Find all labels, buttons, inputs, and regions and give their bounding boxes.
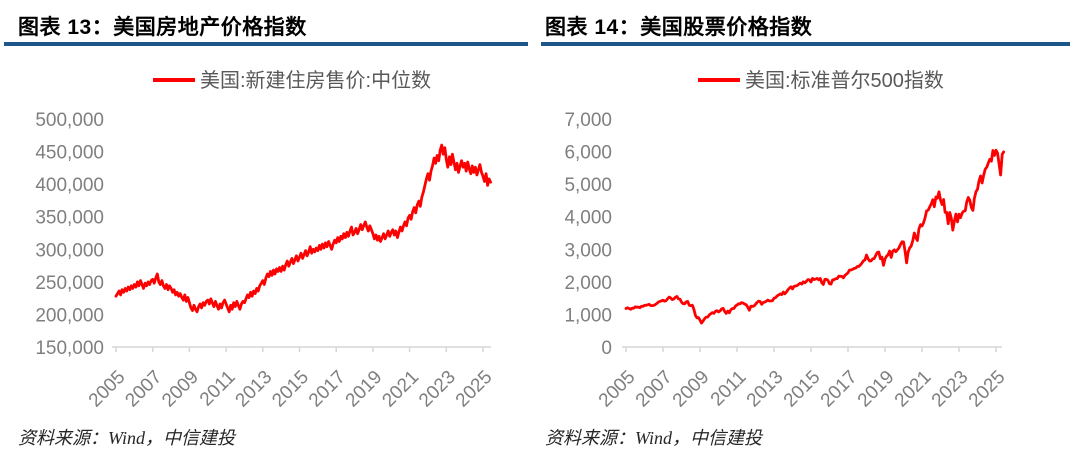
x-tick-label: 2011 bbox=[707, 367, 751, 411]
y-axis-labels: 150,000 200,000 250,000 300,000 350,000 400,0… bbox=[35, 110, 104, 359]
x-tick-label: 2005 bbox=[85, 367, 130, 412]
y-tick-label: 1,000 bbox=[564, 305, 612, 326]
y-tick-label: 200,000 bbox=[35, 305, 104, 326]
x-tick-label: 2019 bbox=[854, 367, 899, 412]
y-axis-labels: 0 1,000 2,000 3,000 4,000 5,000 6,000 7,000 bbox=[564, 110, 612, 359]
x-tick-label: 2023 bbox=[928, 367, 973, 412]
figure-14-source-note: 资料来源：Wind，中信建投 bbox=[545, 428, 763, 448]
figure-14-title-rule bbox=[541, 42, 1070, 46]
figure-13-source-note: 资料来源：Wind，中信建投 bbox=[18, 428, 236, 448]
x-tick-label: 2009 bbox=[669, 367, 714, 412]
legend-label: 美国:标准普尔500指数 bbox=[745, 69, 944, 92]
sp500-index-chart: 2005200720092011201320152017201920212023… bbox=[564, 69, 1010, 411]
x-tick-label: 2013 bbox=[743, 367, 788, 412]
y-tick-label: 2,000 bbox=[564, 273, 612, 294]
x-tick-label: 2017 bbox=[817, 367, 862, 412]
x-tick-label: 2021 bbox=[378, 367, 423, 412]
y-tick-label: 0 bbox=[601, 338, 612, 359]
y-tick-label: 350,000 bbox=[35, 208, 104, 229]
legend: 美国:标准普尔500指数 bbox=[698, 69, 944, 92]
x-tick-label: 2005 bbox=[595, 367, 640, 412]
panel-stock-price: 图表 14：美国股票价格指数 2005 2007 2009 2011 2013 2015 2… bbox=[540, 0, 1080, 458]
x-tick-label: 2013 bbox=[232, 367, 277, 412]
series-line bbox=[114, 143, 493, 314]
y-tick-label: 500,000 bbox=[35, 110, 104, 131]
x-tick-label: 2007 bbox=[632, 367, 677, 412]
legend: 美国:新建住房售价:中位数 bbox=[153, 69, 431, 92]
y-tick-label: 250,000 bbox=[35, 273, 104, 294]
x-tick-label: 2019 bbox=[342, 367, 387, 412]
y-tick-label: 5,000 bbox=[564, 175, 612, 196]
x-tick-label: 2009 bbox=[158, 367, 203, 412]
y-tick-label: 4,000 bbox=[564, 208, 612, 229]
x-tick-label: 2011 bbox=[196, 367, 240, 411]
y-tick-label: 300,000 bbox=[35, 240, 104, 261]
legend-label: 美国:新建住房售价:中位数 bbox=[200, 69, 431, 92]
y-tick-label: 400,000 bbox=[35, 175, 104, 196]
figure-14-title: 图表 14：美国股票价格指数 bbox=[545, 16, 813, 39]
x-tick-label: 2015 bbox=[268, 367, 313, 412]
y-tick-label: 150,000 bbox=[35, 338, 104, 359]
x-tick-label: 2023 bbox=[415, 367, 460, 412]
y-tick-label: 450,000 bbox=[35, 143, 104, 164]
figure-13-title-rule bbox=[4, 42, 528, 46]
figure-13-title: 图表 13：美国房地产价格指数 bbox=[18, 16, 307, 39]
y-tick-label: 7,000 bbox=[564, 110, 612, 131]
x-tick-label: 2025 bbox=[452, 367, 497, 412]
x-axis-labels: 2005200720092011201320152017201920212023… bbox=[595, 347, 1010, 411]
x-axis-labels: 2005200720092011201320152017201920212023… bbox=[85, 347, 497, 411]
y-tick-label: 6,000 bbox=[564, 143, 612, 164]
x-tick-label: 2015 bbox=[780, 367, 825, 412]
series-line bbox=[624, 148, 1006, 325]
x-tick-label: 2025 bbox=[965, 367, 1010, 412]
housing-price-chart: 2005200720092011201320152017201920212023… bbox=[35, 69, 497, 411]
x-tick-label: 2007 bbox=[121, 367, 166, 412]
x-tick-label: 2017 bbox=[305, 367, 350, 412]
panel-housing-price: 图表 13：美国房地产价格指数 2005 2007 2009 2011 2013 2015… bbox=[4, 16, 528, 448]
y-tick-label: 3,000 bbox=[564, 240, 612, 261]
x-tick-label: 2021 bbox=[891, 367, 936, 412]
